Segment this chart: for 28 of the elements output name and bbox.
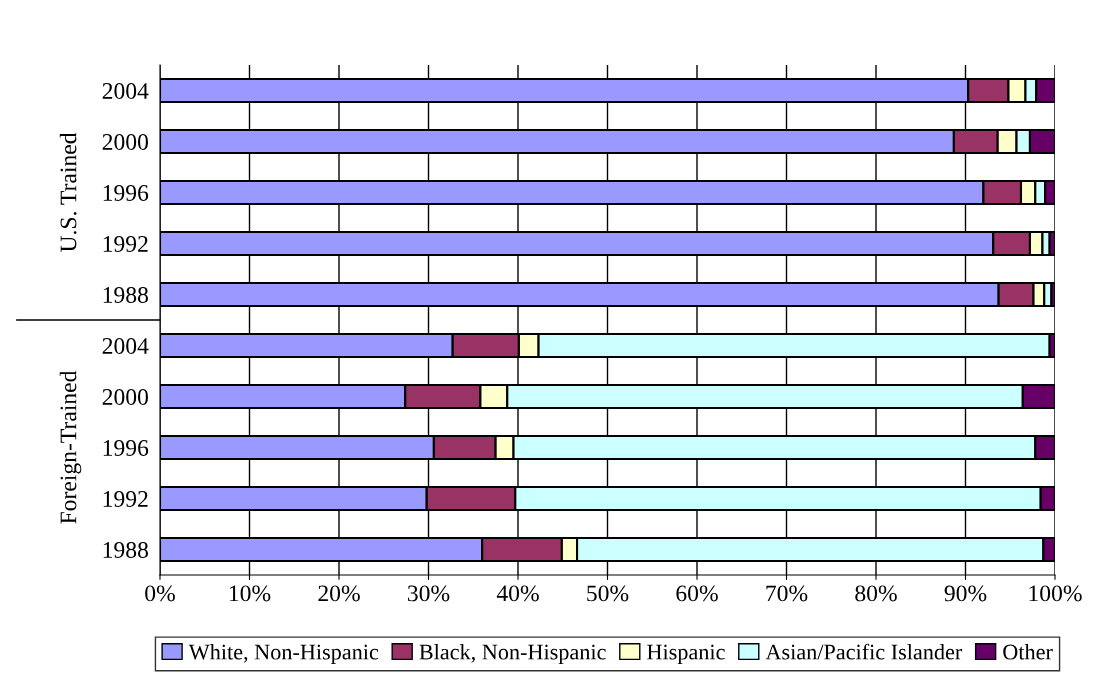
legend-label: White, Non-Hispanic bbox=[188, 643, 379, 665]
y-tick-label: 1992 bbox=[103, 236, 148, 252]
y-tick-label: 1992 bbox=[103, 491, 148, 507]
y-tick-label: 2004 bbox=[102, 337, 149, 354]
y-tick-label: 1988 bbox=[103, 286, 148, 303]
legend-label: Other bbox=[1003, 643, 1053, 660]
x-tick-label: 10% bbox=[229, 585, 271, 602]
x-tick-label: 80% bbox=[855, 585, 897, 602]
x-tick-label: 50% bbox=[587, 585, 629, 602]
legend-label: Hispanic bbox=[647, 644, 725, 665]
legend-label: Black, Non-Hispanic bbox=[419, 643, 606, 665]
y-tick-label: 1988 bbox=[103, 541, 148, 558]
x-tick-label: 0% bbox=[145, 585, 175, 602]
y-tick-label: 2000 bbox=[102, 388, 148, 405]
x-tick-label: 60% bbox=[676, 585, 718, 602]
x-tick-label: 90% bbox=[944, 585, 987, 602]
x-tick-label: 40% bbox=[496, 585, 539, 602]
y-tick-label: 1996 bbox=[103, 185, 149, 201]
legend-label: Asian/Pacific Islander bbox=[765, 643, 963, 660]
y-tick-label: 1996 bbox=[103, 440, 149, 456]
y-tick-label: 2004 bbox=[102, 82, 149, 99]
x-tick-label: 70% bbox=[766, 585, 808, 602]
x-tick-label: 30% bbox=[407, 585, 450, 602]
x-tick-label: 20% bbox=[318, 585, 360, 602]
text: Foreign-Trained bbox=[59, 370, 82, 524]
x-tick-label: 100% bbox=[1029, 585, 1082, 602]
text: U.S. Trained bbox=[59, 132, 77, 253]
y-tick-label: 2000 bbox=[102, 133, 148, 150]
